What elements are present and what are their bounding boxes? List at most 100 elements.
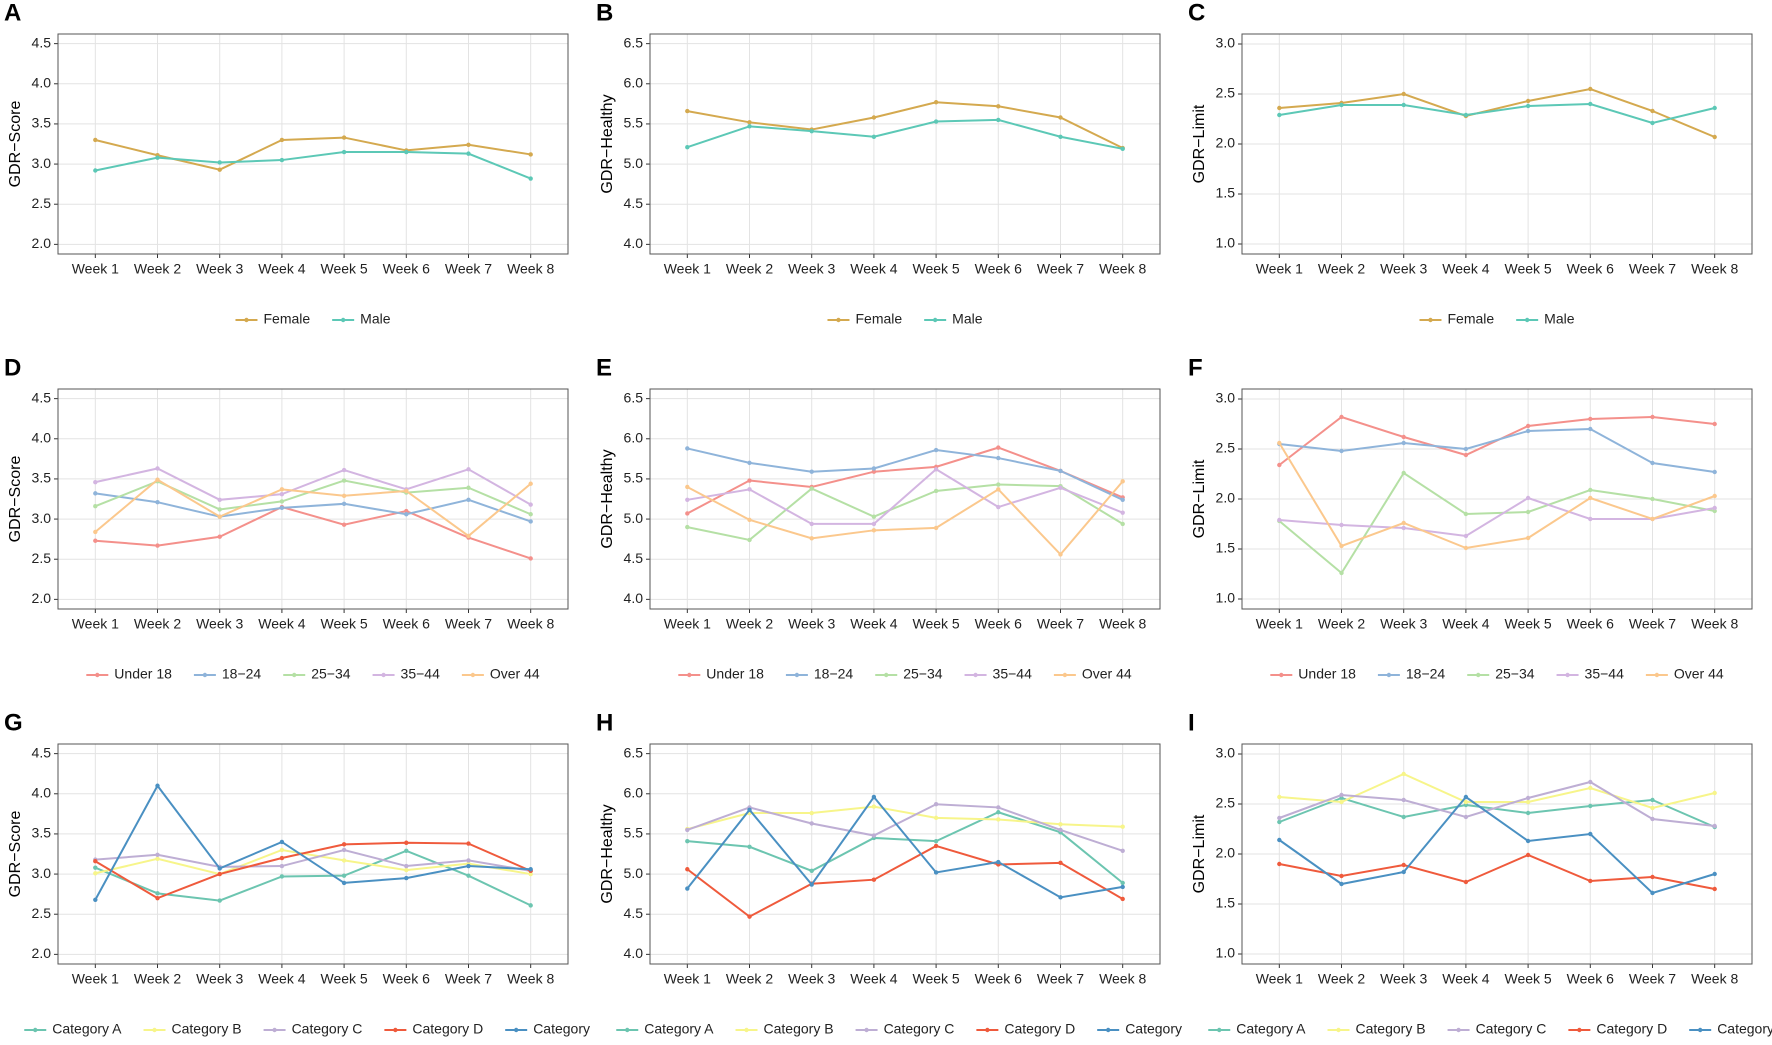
y-tick-label: 1.5 [1216,895,1236,911]
data-point [279,157,285,163]
data-point [1712,493,1717,499]
data-point [1277,440,1282,446]
y-tick-label: 1.5 [1216,185,1236,201]
legend-label: Category C [1476,1021,1547,1037]
data-point [1058,895,1063,900]
series-line [686,446,1124,515]
data-point [747,478,752,483]
series-line [686,480,1124,556]
x-tick-label: Week 8 [1691,616,1738,632]
data-point [809,868,814,874]
data-point [1712,790,1717,796]
data-point [1712,421,1717,427]
data-point [93,859,98,864]
legend-label: Category A [644,1021,714,1037]
series-line [1279,427,1715,473]
data-point [1401,440,1406,446]
x-tick-label: Week 5 [1504,616,1551,632]
data-point [466,841,471,846]
y-tick-label: 4.0 [32,74,52,90]
legend: Female Male [1419,311,1575,327]
y-tick-label: 3.0 [32,510,52,526]
data-point [1588,878,1593,884]
data-point [528,502,533,507]
legend-swatch-dot [1524,317,1530,323]
legend-label: Under 18 [114,666,172,682]
y-axis-label: GDR−Healthy [599,804,616,903]
y-tick-label: 3.0 [1216,35,1236,51]
data-point [747,120,752,125]
x-tick-label: Week 3 [788,616,835,632]
x-tick-label: Week 7 [1037,616,1084,632]
data-point [1401,434,1406,440]
data-point [1401,520,1406,526]
data-point [871,521,877,527]
data-point [809,128,814,134]
legend-swatch-dot [33,1027,38,1033]
y-tick-label: 4.0 [624,235,644,251]
legend-swatch-dot [340,317,346,323]
x-tick-label: Week 6 [383,971,430,987]
x-tick-label: Week 3 [196,971,243,987]
data-point [1712,871,1717,877]
legend-label: 25−34 [1495,666,1535,682]
legend: Female Male [235,311,391,327]
y-tick-label: 2.5 [32,195,52,211]
data-point [341,135,347,140]
data-point [1277,819,1282,825]
data-point [1588,86,1593,92]
legend-label: Category [533,1021,590,1037]
data-point [747,124,752,129]
x-tick-label: Week 6 [975,261,1022,277]
data-point [1463,879,1469,885]
data-point [1277,105,1282,111]
x-tick-label: Week 2 [726,616,773,632]
x-tick-label: Week 5 [1504,971,1551,987]
data-point [809,882,814,887]
series-line [95,467,532,506]
legend: Category A Category B Category C Category D… [1208,1021,1772,1037]
data-point [1525,799,1531,805]
x-tick-label: Week 8 [1099,261,1146,277]
panel-letter: E [596,354,612,381]
data-point [1650,516,1655,522]
legend-label: Category D [1596,1021,1667,1037]
data-point [1277,861,1282,867]
data-point [933,119,939,124]
data-point [217,160,222,165]
data-point [1525,495,1531,501]
data-point [1277,112,1282,118]
y-tick-label: 2.0 [1216,490,1236,506]
legend-swatch-dot [1279,672,1284,678]
legend-swatch-dot [1476,672,1481,678]
data-point [1401,771,1406,777]
y-tick-label: 5.5 [624,825,644,841]
data-point [1525,810,1531,816]
data-point [685,838,690,844]
data-point [871,877,877,882]
data-point [341,842,347,847]
x-tick-label: Week 4 [1442,261,1489,277]
data-point [1650,816,1655,822]
panel-border [1241,743,1753,965]
x-tick-label: Week 1 [72,616,119,632]
x-tick-label: Week 4 [1442,971,1489,987]
legend-swatch-dot [1105,1027,1111,1033]
data-point [1525,535,1531,541]
data-point [685,497,690,503]
x-tick-label: Week 8 [507,261,554,277]
legend-label: Over 44 [1674,666,1724,682]
y-tick-label: 2.5 [32,905,52,921]
series-line [95,151,532,180]
series-line [1278,471,1715,575]
x-tick-label: Week 2 [726,261,773,277]
x-tick-label: Week 1 [72,971,119,987]
data-point [1588,426,1593,432]
series-line [687,101,1124,149]
x-tick-label: Week 4 [1442,616,1489,632]
data-point [1650,890,1655,896]
y-tick-label: 6.0 [624,784,644,800]
data-point [747,537,752,543]
panel-border [57,743,569,965]
data-point [93,865,98,870]
